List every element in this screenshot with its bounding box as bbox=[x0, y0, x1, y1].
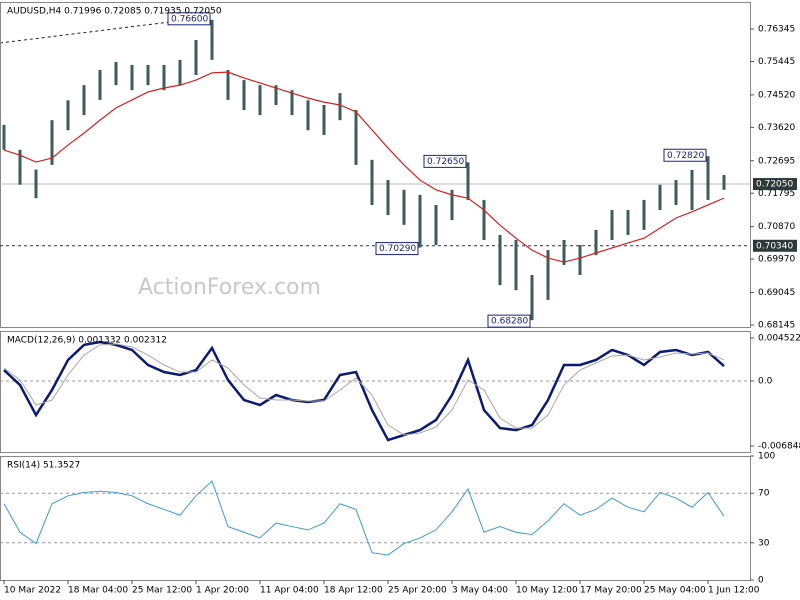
x-tick-label: 18 Mar 04:00 bbox=[68, 586, 128, 596]
annotation-box bbox=[487, 314, 531, 328]
annotation-label: 0.68280 bbox=[491, 317, 528, 327]
panel-frame bbox=[0, 331, 751, 453]
annotation-box bbox=[375, 242, 419, 256]
y-tick-label: 0.70870 bbox=[758, 222, 795, 232]
y-tick-label: 0.76345 bbox=[758, 25, 795, 35]
annotation-label: 0.76600 bbox=[171, 14, 208, 24]
y-tick-label: 100 bbox=[758, 452, 775, 462]
annotation-box bbox=[423, 154, 467, 168]
panel-frame bbox=[0, 2, 751, 328]
x-tick-label: 10 May 12:00 bbox=[516, 586, 578, 596]
x-tick-label: 25 Mar 12:00 bbox=[132, 586, 192, 596]
x-tick-label: 25 May 04:00 bbox=[644, 586, 706, 596]
panel-title: MACD(12,26,9) 0.001332 0.002312 bbox=[7, 336, 167, 346]
annotation-label: 0.70290 bbox=[379, 244, 416, 254]
series-line bbox=[3, 71, 725, 263]
x-tick-label: 1 Apr 20:00 bbox=[196, 586, 249, 596]
series-line bbox=[3, 343, 725, 436]
x-tick-label: 18 Apr 12:00 bbox=[324, 586, 383, 596]
series-line bbox=[3, 340, 725, 442]
x-tick-label: 10 Mar 2022 bbox=[4, 586, 61, 596]
y-tick-label: 0.75445 bbox=[758, 57, 795, 67]
panel-title: RSI(14) 51.3527 bbox=[7, 461, 80, 471]
y-tick-label: 30 bbox=[758, 538, 770, 548]
y-tick-label: -0.006848 bbox=[758, 441, 800, 451]
x-tick-label: 17 May 20:00 bbox=[580, 586, 642, 596]
y-tick-label: 0.74520 bbox=[758, 90, 795, 100]
annotation-box bbox=[663, 148, 707, 162]
y-tick-label: 0 bbox=[758, 576, 764, 586]
y-tick-label: 0.0 bbox=[758, 376, 773, 386]
watermark: ActionForex.com bbox=[138, 275, 321, 300]
y-tick-label: 0.69045 bbox=[758, 288, 795, 298]
series-line bbox=[3, 480, 725, 556]
price-label-box bbox=[753, 239, 797, 252]
panel-frame bbox=[0, 456, 751, 581]
annotation-box bbox=[167, 12, 211, 26]
y-tick-label: 0.72695 bbox=[758, 156, 795, 166]
y-tick-label: 70 bbox=[758, 489, 770, 499]
price-label: 0.70340 bbox=[756, 241, 793, 251]
y-tick-label: 0.68145 bbox=[758, 321, 795, 331]
price-label-box bbox=[753, 178, 797, 191]
annotation-label: 0.72650 bbox=[427, 157, 464, 167]
price-label: 0.72050 bbox=[756, 180, 793, 190]
panel-title: AUDUSD,H4 0.71996 0.72085 0.71935 0.7205… bbox=[7, 7, 222, 17]
annotation-label: 0.72820 bbox=[667, 151, 704, 161]
y-tick-label: 0.69970 bbox=[758, 255, 795, 265]
y-tick-label: 0.73620 bbox=[758, 123, 795, 133]
y-tick-label: 0.004522 bbox=[758, 334, 800, 344]
y-tick-label: 0.71795 bbox=[758, 189, 795, 199]
x-tick-label: 11 Apr 04:00 bbox=[260, 586, 319, 596]
x-tick-label: 25 Apr 20:00 bbox=[388, 586, 447, 596]
x-tick-label: 3 May 04:00 bbox=[452, 586, 508, 596]
x-tick-label: 1 Jun 12:00 bbox=[708, 586, 760, 596]
